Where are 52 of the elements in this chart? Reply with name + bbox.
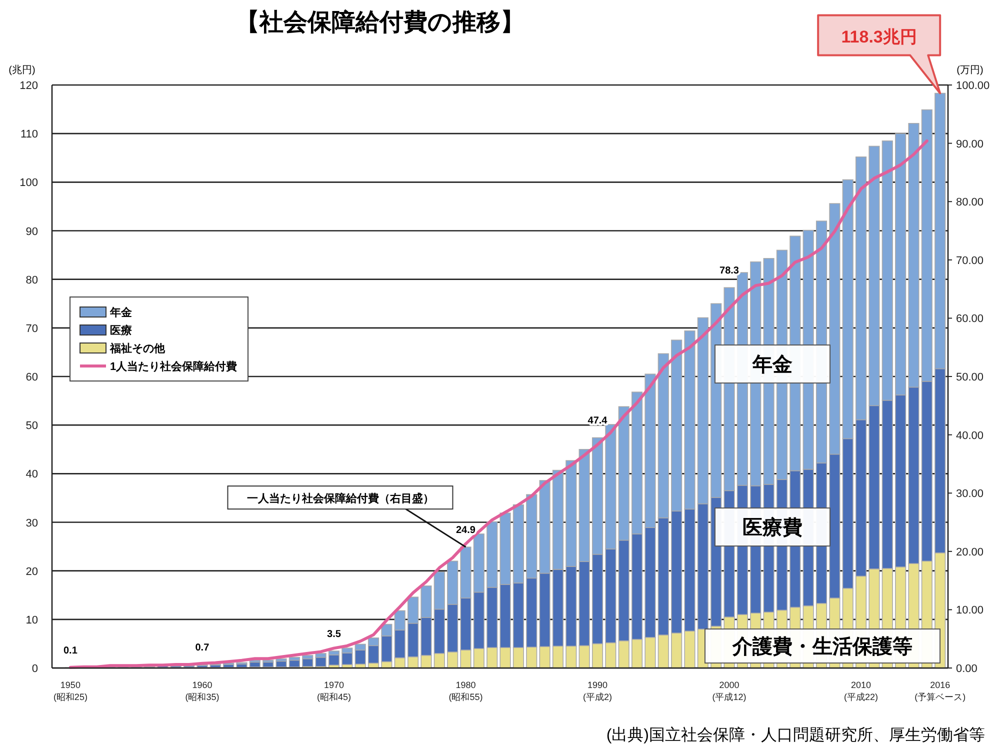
y2-tick-label: 20.00 (956, 546, 984, 558)
y-tick-label: 40 (26, 468, 38, 481)
y2-axis-title: (万円) (956, 65, 984, 76)
annotation: 医療費 (742, 516, 802, 539)
y2-tick-label: 50.00 (956, 372, 984, 384)
y2-tick-label: 40.00 (956, 430, 984, 442)
y2-tick-label: 60.00 (956, 313, 984, 326)
x-tick-label: 1950 (昭和25) (53, 680, 88, 702)
callout: 118.3兆円 (817, 14, 942, 94)
y-tick-label: 30 (26, 517, 38, 530)
y2-tick-label: 80.00 (956, 196, 984, 209)
y-tick-label: 120 (20, 80, 38, 92)
legend-label: 年金 (109, 306, 133, 319)
text: (出典)国立社会保障・人口問題研究所、厚生労働省等 (606, 726, 985, 744)
x-tick-label: 2010 (平成22) (844, 680, 878, 702)
y-tick-label: 0 (32, 663, 38, 675)
annotation: 介護費・生活保護等 (732, 635, 912, 658)
y-tick-label: 60 (26, 372, 38, 384)
chart-title: 【社会保障給付費の推移】 (236, 9, 524, 36)
total-label: 3.5 (327, 628, 342, 640)
y-tick-label: 80 (26, 274, 38, 286)
y-tick-label: 90 (26, 226, 38, 238)
x-tick-label: 2016 (予算ベース) (914, 680, 966, 702)
legend-label: 福祉その他 (109, 342, 166, 355)
y-tick-label: 10 (26, 614, 38, 626)
y2-tick-label: 10.00 (956, 604, 984, 617)
y-tick-label: 70 (26, 322, 38, 335)
x-tick-label: 1960 (昭和35) (185, 680, 220, 702)
total-label: 47.4 (588, 416, 608, 427)
legend-label: 医療 (110, 324, 132, 337)
y2-tick-label: 90.00 (956, 138, 984, 150)
x-tick-label: 1970 (昭和45) (316, 680, 351, 702)
total-label: 24.9 (456, 525, 476, 536)
total-label: 78.3 (720, 266, 740, 277)
x-tick-label: 2000 (平成12) (712, 680, 746, 702)
y-tick-label: 20 (26, 566, 38, 578)
y2-tick-label: 100.00 (956, 80, 990, 92)
y2-tick-label: 0.00 (956, 663, 978, 675)
x-tick-label: 1980 (昭和55) (448, 680, 483, 702)
total-label: 0.1 (63, 646, 78, 657)
y-tick-label: 110 (20, 128, 38, 141)
y-tick-label: 50 (26, 420, 38, 432)
total-label: 0.7 (195, 642, 210, 654)
annotation: 一人当たり社会保障給付費（右目盛） (247, 492, 434, 506)
annotation: 年金 (752, 354, 792, 376)
total-label: 118.3兆円 (841, 27, 917, 46)
y2-tick-label: 30.00 (956, 488, 984, 500)
y2-tick-label: 70.00 (956, 254, 984, 267)
x-tick-label: 1990 (平成2) (583, 680, 612, 702)
y-tick-label: 100 (20, 177, 38, 190)
legend-label: 1人当たり社会保障給付費 (110, 360, 238, 373)
y-axis-title: (兆円) (8, 64, 36, 76)
